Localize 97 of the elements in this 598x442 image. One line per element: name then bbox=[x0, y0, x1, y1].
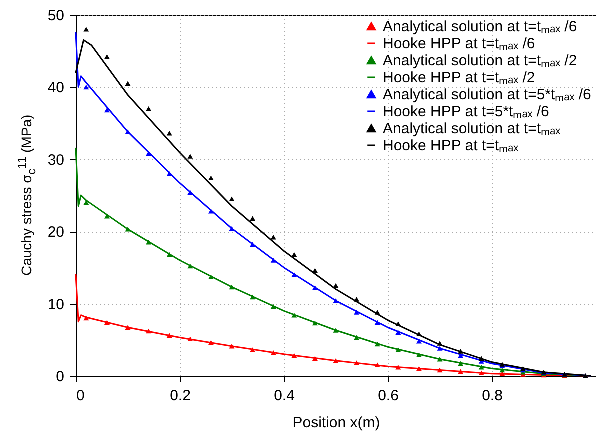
y-tick-label: 0 bbox=[56, 368, 64, 386]
x-tick-label: 0.6 bbox=[378, 388, 399, 404]
point bbox=[458, 369, 464, 374]
point bbox=[84, 316, 90, 321]
legend-label: Analytical solution at t=tₘₐₓ /2 bbox=[383, 52, 578, 70]
point bbox=[208, 340, 214, 346]
point bbox=[478, 370, 484, 376]
legend-label: Analytical solution at t=5*tₘₐₓ /6 bbox=[383, 86, 592, 104]
point bbox=[208, 209, 214, 214]
point bbox=[166, 252, 172, 258]
point bbox=[333, 283, 339, 288]
point bbox=[188, 336, 194, 342]
legend-label: Analytical solution at t=tₘₐₓ bbox=[383, 120, 561, 138]
x-tick-label: 0.8 bbox=[482, 388, 503, 404]
point bbox=[188, 154, 194, 159]
point bbox=[292, 353, 298, 358]
point bbox=[270, 235, 276, 240]
point bbox=[166, 171, 172, 176]
point bbox=[312, 356, 318, 362]
point bbox=[458, 353, 464, 358]
point bbox=[250, 242, 256, 247]
point bbox=[292, 312, 298, 318]
point bbox=[208, 176, 214, 181]
point bbox=[416, 366, 422, 372]
point bbox=[312, 320, 318, 326]
point bbox=[166, 333, 172, 338]
point bbox=[354, 297, 360, 302]
point bbox=[437, 357, 443, 362]
point bbox=[208, 274, 214, 280]
point bbox=[416, 338, 422, 344]
point bbox=[229, 344, 235, 349]
point bbox=[333, 298, 339, 304]
point bbox=[437, 368, 443, 373]
point bbox=[125, 325, 131, 330]
point bbox=[396, 364, 402, 370]
point bbox=[416, 352, 422, 358]
point bbox=[354, 310, 360, 315]
y-tick-label: 10 bbox=[48, 296, 64, 314]
point bbox=[166, 131, 172, 136]
point bbox=[478, 364, 484, 370]
point bbox=[270, 304, 276, 310]
point bbox=[396, 322, 402, 326]
point bbox=[374, 342, 380, 347]
point bbox=[188, 264, 194, 269]
y-tick-label: 20 bbox=[48, 224, 64, 242]
legend-label: Hooke HPP at t=5*tₘₐₓ /6 bbox=[383, 104, 550, 120]
point bbox=[146, 240, 152, 245]
point bbox=[84, 84, 90, 90]
point bbox=[333, 328, 339, 333]
point bbox=[374, 310, 380, 315]
point bbox=[396, 348, 402, 352]
x-tick-label: 0 bbox=[76, 388, 85, 404]
point bbox=[292, 272, 298, 278]
point bbox=[270, 350, 276, 356]
point bbox=[458, 361, 464, 366]
point bbox=[250, 294, 256, 300]
y-tick-label: 40 bbox=[48, 80, 64, 97]
legend-label: Analytical solution at t=tₘₐₓ /6 bbox=[383, 18, 578, 36]
point bbox=[125, 81, 131, 86]
point bbox=[437, 346, 443, 351]
x-axis-title: Position x(m) bbox=[292, 414, 380, 432]
y-tick-label: 50 bbox=[48, 8, 64, 24]
point bbox=[125, 227, 131, 232]
point bbox=[333, 358, 339, 364]
x-tick-label: 0.2 bbox=[170, 388, 191, 404]
point bbox=[312, 286, 318, 290]
point bbox=[104, 54, 110, 60]
point bbox=[250, 348, 256, 352]
legend-label: Hooke HPP at t=tₘₐₓ bbox=[383, 138, 519, 154]
point bbox=[84, 27, 90, 32]
point bbox=[104, 108, 110, 113]
point bbox=[229, 284, 235, 290]
point bbox=[125, 130, 131, 134]
point bbox=[396, 330, 402, 336]
legend-label: Hooke HPP at t=tₘₐₓ /2 bbox=[383, 70, 536, 86]
point bbox=[146, 328, 152, 334]
point bbox=[250, 216, 256, 221]
point bbox=[478, 356, 484, 362]
y-tick-label: 30 bbox=[48, 152, 64, 169]
point bbox=[146, 106, 152, 112]
point bbox=[104, 320, 110, 325]
point bbox=[229, 196, 235, 202]
point bbox=[229, 226, 235, 232]
point bbox=[437, 341, 443, 346]
point bbox=[416, 332, 422, 336]
point bbox=[270, 258, 276, 263]
point bbox=[104, 214, 110, 219]
point bbox=[458, 349, 464, 354]
point bbox=[500, 368, 506, 373]
point bbox=[354, 360, 360, 366]
point bbox=[354, 335, 360, 340]
x-tick-label: 0.4 bbox=[274, 388, 295, 404]
point bbox=[374, 320, 380, 325]
point bbox=[146, 151, 152, 156]
point bbox=[374, 362, 380, 368]
point bbox=[292, 252, 298, 258]
legend-label: Hooke HPP at t=tₘₐₓ /6 bbox=[383, 36, 536, 52]
